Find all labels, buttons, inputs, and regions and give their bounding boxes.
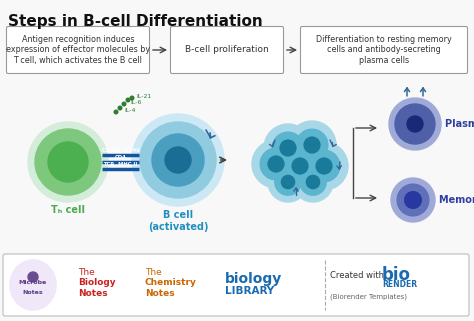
Text: RENDER: RENDER	[382, 280, 417, 289]
Text: B-cell proliferation: B-cell proliferation	[185, 46, 269, 55]
Circle shape	[132, 114, 224, 206]
Circle shape	[268, 162, 308, 202]
Text: Plasma cell: Plasma cell	[445, 119, 474, 129]
Text: biology: biology	[225, 272, 282, 286]
Text: bio: bio	[382, 266, 411, 284]
Text: Biology: Biology	[78, 278, 116, 287]
Text: TCR  MHC II: TCR MHC II	[103, 162, 137, 167]
Circle shape	[389, 98, 441, 150]
Text: IL-6: IL-6	[130, 100, 141, 106]
Circle shape	[300, 169, 326, 195]
Circle shape	[292, 158, 308, 174]
Text: The: The	[78, 268, 95, 277]
Circle shape	[304, 137, 320, 153]
Circle shape	[122, 102, 126, 106]
Circle shape	[264, 124, 312, 172]
Circle shape	[282, 175, 295, 189]
Circle shape	[401, 110, 429, 138]
Circle shape	[284, 150, 316, 182]
Circle shape	[395, 104, 435, 144]
Text: CD4: CD4	[115, 155, 127, 160]
Circle shape	[118, 106, 122, 110]
Circle shape	[165, 147, 191, 173]
Circle shape	[293, 162, 333, 202]
Circle shape	[268, 156, 284, 172]
Ellipse shape	[10, 260, 56, 310]
Text: IL-21: IL-21	[136, 94, 151, 100]
Circle shape	[28, 122, 108, 202]
Text: Notes: Notes	[78, 289, 108, 298]
Circle shape	[35, 129, 101, 195]
Text: Microbe: Microbe	[19, 281, 47, 285]
FancyBboxPatch shape	[171, 27, 283, 74]
Text: Created with: Created with	[330, 271, 384, 280]
Text: IL-4: IL-4	[124, 108, 136, 112]
Text: Chemistry: Chemistry	[145, 278, 197, 287]
Circle shape	[152, 134, 204, 186]
Circle shape	[296, 129, 328, 161]
Text: Memory B cell: Memory B cell	[439, 195, 474, 205]
Text: B cell
(activated): B cell (activated)	[148, 210, 208, 231]
Circle shape	[405, 192, 421, 208]
Circle shape	[280, 140, 296, 156]
Circle shape	[407, 116, 423, 132]
Circle shape	[276, 142, 324, 190]
Text: Notes: Notes	[145, 289, 174, 298]
Text: Notes: Notes	[23, 290, 43, 294]
Text: Antigen recognition induces
expression of effector molecules by
T cell, which ac: Antigen recognition induces expression o…	[6, 35, 150, 65]
Text: Tₕ cell: Tₕ cell	[51, 205, 85, 215]
FancyBboxPatch shape	[7, 27, 149, 74]
Circle shape	[275, 169, 301, 195]
Circle shape	[391, 178, 435, 222]
Circle shape	[272, 132, 304, 164]
Circle shape	[48, 142, 88, 182]
Circle shape	[397, 184, 429, 216]
Circle shape	[114, 110, 118, 114]
Circle shape	[260, 148, 292, 180]
Text: (Biorender Templates): (Biorender Templates)	[330, 293, 407, 299]
Circle shape	[306, 175, 319, 189]
Circle shape	[140, 122, 216, 198]
Circle shape	[405, 114, 425, 134]
Circle shape	[300, 142, 348, 190]
Circle shape	[308, 150, 340, 182]
FancyBboxPatch shape	[301, 27, 467, 74]
Circle shape	[252, 140, 300, 188]
FancyBboxPatch shape	[3, 254, 469, 316]
Text: The: The	[145, 268, 162, 277]
Circle shape	[126, 98, 130, 102]
Circle shape	[288, 121, 336, 169]
Circle shape	[28, 272, 38, 282]
Text: CD40L  CD40: CD40L CD40	[101, 148, 139, 153]
Circle shape	[130, 96, 134, 100]
Circle shape	[316, 158, 332, 174]
Circle shape	[409, 118, 421, 130]
Text: Differentiation to resting memory
cells and antibody-secreting
plasma cells: Differentiation to resting memory cells …	[316, 35, 452, 65]
Text: LIBRARY: LIBRARY	[225, 286, 274, 296]
Text: Steps in B-cell Differentiation: Steps in B-cell Differentiation	[8, 14, 263, 29]
